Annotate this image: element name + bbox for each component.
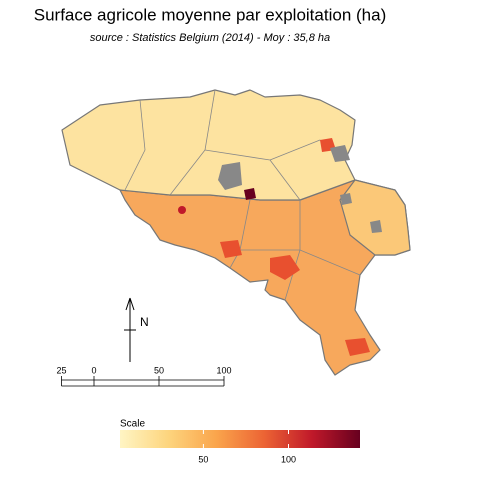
scale-bar-label: 50: [154, 365, 164, 375]
legend-ticks: 50 100: [198, 430, 296, 464]
high-value-patch: [178, 206, 186, 214]
north-label: N: [140, 315, 149, 329]
map-subtitle: source : Statistics Belgium (2014) - Moy…: [90, 32, 330, 44]
map-title: Surface agricole moyenne par exploitatio…: [34, 5, 386, 24]
scale-bar-label: 0: [91, 365, 96, 375]
north-arrow: [124, 297, 136, 362]
north-region: [61, 89, 356, 201]
north-arrow-head: [125, 297, 135, 311]
high-value-patch: [345, 338, 370, 356]
high-value-patch: [220, 240, 242, 258]
high-value-patch: [270, 255, 300, 280]
legend-tick-label: 50: [198, 454, 208, 464]
no-data-patch: [330, 145, 350, 162]
dark-patch: [244, 188, 256, 200]
east-region: [339, 179, 411, 256]
legend-tick-label: 100: [281, 454, 296, 464]
scale-bar-line: [61, 379, 224, 387]
scale-bar-label: 100: [216, 365, 231, 375]
no-data-patch: [370, 220, 382, 233]
belgium-map: [61, 89, 411, 376]
scale-bar-label: 25: [56, 365, 66, 375]
no-data-patch: [340, 193, 352, 205]
scale-bar: 25 0 50 100: [56, 365, 232, 387]
no-data-patch: [218, 162, 242, 190]
legend-colorbar: [120, 430, 360, 448]
legend-title: Scale: [120, 419, 145, 430]
